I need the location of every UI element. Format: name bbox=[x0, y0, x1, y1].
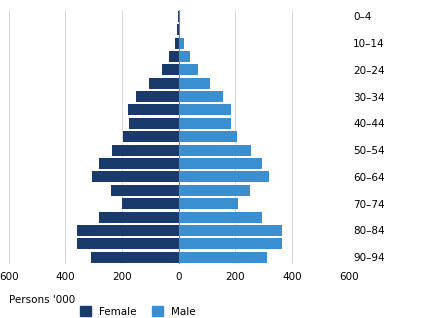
Bar bbox=[179, 118, 231, 129]
Bar bbox=[149, 78, 179, 89]
Bar bbox=[112, 145, 179, 156]
Bar bbox=[179, 211, 262, 223]
Bar bbox=[179, 51, 190, 62]
Bar bbox=[123, 131, 179, 142]
Bar bbox=[179, 64, 198, 75]
Bar bbox=[129, 118, 179, 129]
Bar bbox=[99, 158, 179, 169]
Bar bbox=[77, 225, 179, 236]
Bar bbox=[179, 158, 262, 169]
Bar bbox=[174, 38, 179, 49]
Bar bbox=[179, 252, 267, 263]
Bar bbox=[179, 78, 210, 89]
Bar bbox=[177, 24, 179, 35]
Bar bbox=[179, 171, 269, 183]
Bar bbox=[179, 225, 282, 236]
Bar bbox=[92, 171, 179, 183]
Bar bbox=[179, 91, 223, 102]
Bar bbox=[77, 238, 179, 249]
Bar bbox=[99, 211, 179, 223]
Bar bbox=[179, 238, 282, 249]
Bar bbox=[128, 105, 179, 115]
Bar bbox=[179, 38, 184, 49]
Bar bbox=[179, 145, 251, 156]
Bar bbox=[122, 198, 179, 209]
Bar bbox=[179, 24, 181, 35]
Bar bbox=[169, 51, 179, 62]
Legend: Female, Male: Female, Male bbox=[76, 302, 200, 318]
Bar bbox=[91, 252, 179, 263]
Bar bbox=[178, 11, 179, 22]
Bar bbox=[179, 185, 249, 196]
Bar bbox=[179, 131, 237, 142]
Bar bbox=[136, 91, 179, 102]
Bar bbox=[162, 64, 179, 75]
Text: Persons '000: Persons '000 bbox=[9, 295, 75, 305]
Bar bbox=[179, 105, 231, 115]
Bar bbox=[179, 11, 180, 22]
Bar bbox=[111, 185, 179, 196]
Bar bbox=[179, 198, 238, 209]
